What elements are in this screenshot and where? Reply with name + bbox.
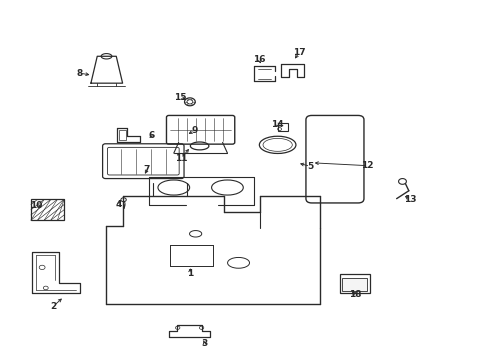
Text: 17: 17	[292, 48, 305, 57]
Text: 11: 11	[175, 154, 187, 163]
Text: 9: 9	[191, 126, 198, 135]
Bar	[119, 130, 125, 140]
Text: 6: 6	[148, 131, 155, 140]
Text: 16: 16	[252, 55, 265, 64]
Text: 10: 10	[30, 201, 42, 210]
Text: 15: 15	[174, 93, 186, 102]
Bar	[339, 274, 369, 293]
Bar	[277, 123, 288, 131]
Text: 2: 2	[50, 302, 57, 311]
Text: 4: 4	[115, 200, 122, 209]
Text: 1: 1	[186, 269, 193, 278]
Text: 7: 7	[143, 166, 150, 175]
Text: 14: 14	[271, 120, 284, 129]
Text: 5: 5	[306, 162, 313, 171]
Text: 18: 18	[349, 289, 361, 298]
Bar	[341, 278, 366, 291]
Bar	[31, 199, 64, 220]
Text: 12: 12	[361, 161, 373, 170]
Text: 3: 3	[201, 339, 207, 348]
Text: 8: 8	[77, 69, 82, 78]
Text: 13: 13	[403, 195, 416, 204]
